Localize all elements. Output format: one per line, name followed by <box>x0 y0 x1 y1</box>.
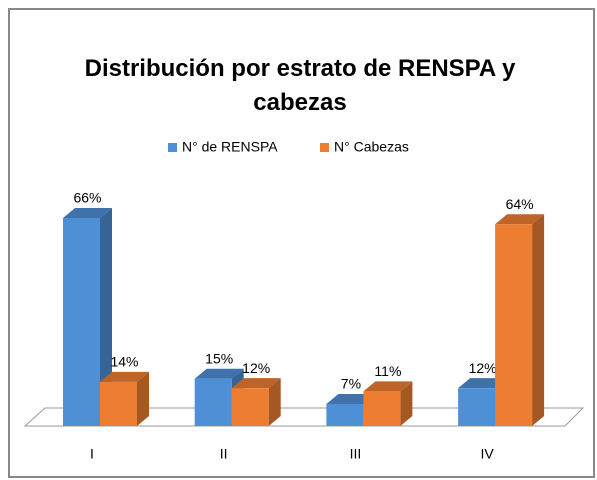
bar-side <box>100 208 112 426</box>
bar-top <box>495 214 545 225</box>
bar <box>363 391 401 426</box>
bar-top <box>231 378 281 389</box>
bar-top <box>363 381 413 392</box>
bar-side <box>400 381 413 426</box>
data-label: 14% <box>110 354 138 370</box>
x-tick-label: III <box>350 446 362 462</box>
bar-top <box>63 208 112 218</box>
bar <box>194 378 232 426</box>
bar-side <box>268 378 281 426</box>
data-label: 12% <box>469 360 497 376</box>
data-label: 11% <box>374 363 401 379</box>
bar <box>326 403 364 426</box>
bar <box>63 218 100 426</box>
bar-top <box>458 378 508 389</box>
x-tick-label: IV <box>480 446 494 462</box>
bar-side <box>532 214 545 426</box>
legend-label: N° Cabezas <box>334 139 409 155</box>
data-label: 7% <box>341 376 361 392</box>
bar <box>231 388 269 426</box>
bar <box>458 388 496 426</box>
legend-swatch <box>320 143 329 152</box>
bar-top <box>194 368 244 379</box>
legend-label: N° de RENSPA <box>182 139 278 155</box>
data-label: 12% <box>242 360 270 376</box>
bar-top <box>326 393 376 404</box>
data-label: 15% <box>205 350 233 366</box>
x-tick-label: I <box>90 446 94 462</box>
bar <box>100 381 137 426</box>
chart-title: Distribución por estrato de RENSPA y cab… <box>84 55 516 116</box>
x-tick-label: II <box>220 446 228 462</box>
bar <box>495 224 533 426</box>
bar-side <box>137 371 149 426</box>
bar-top <box>100 371 149 382</box>
legend-swatch <box>168 143 177 152</box>
data-label: 64% <box>506 196 534 212</box>
data-label: 66% <box>73 190 101 206</box>
